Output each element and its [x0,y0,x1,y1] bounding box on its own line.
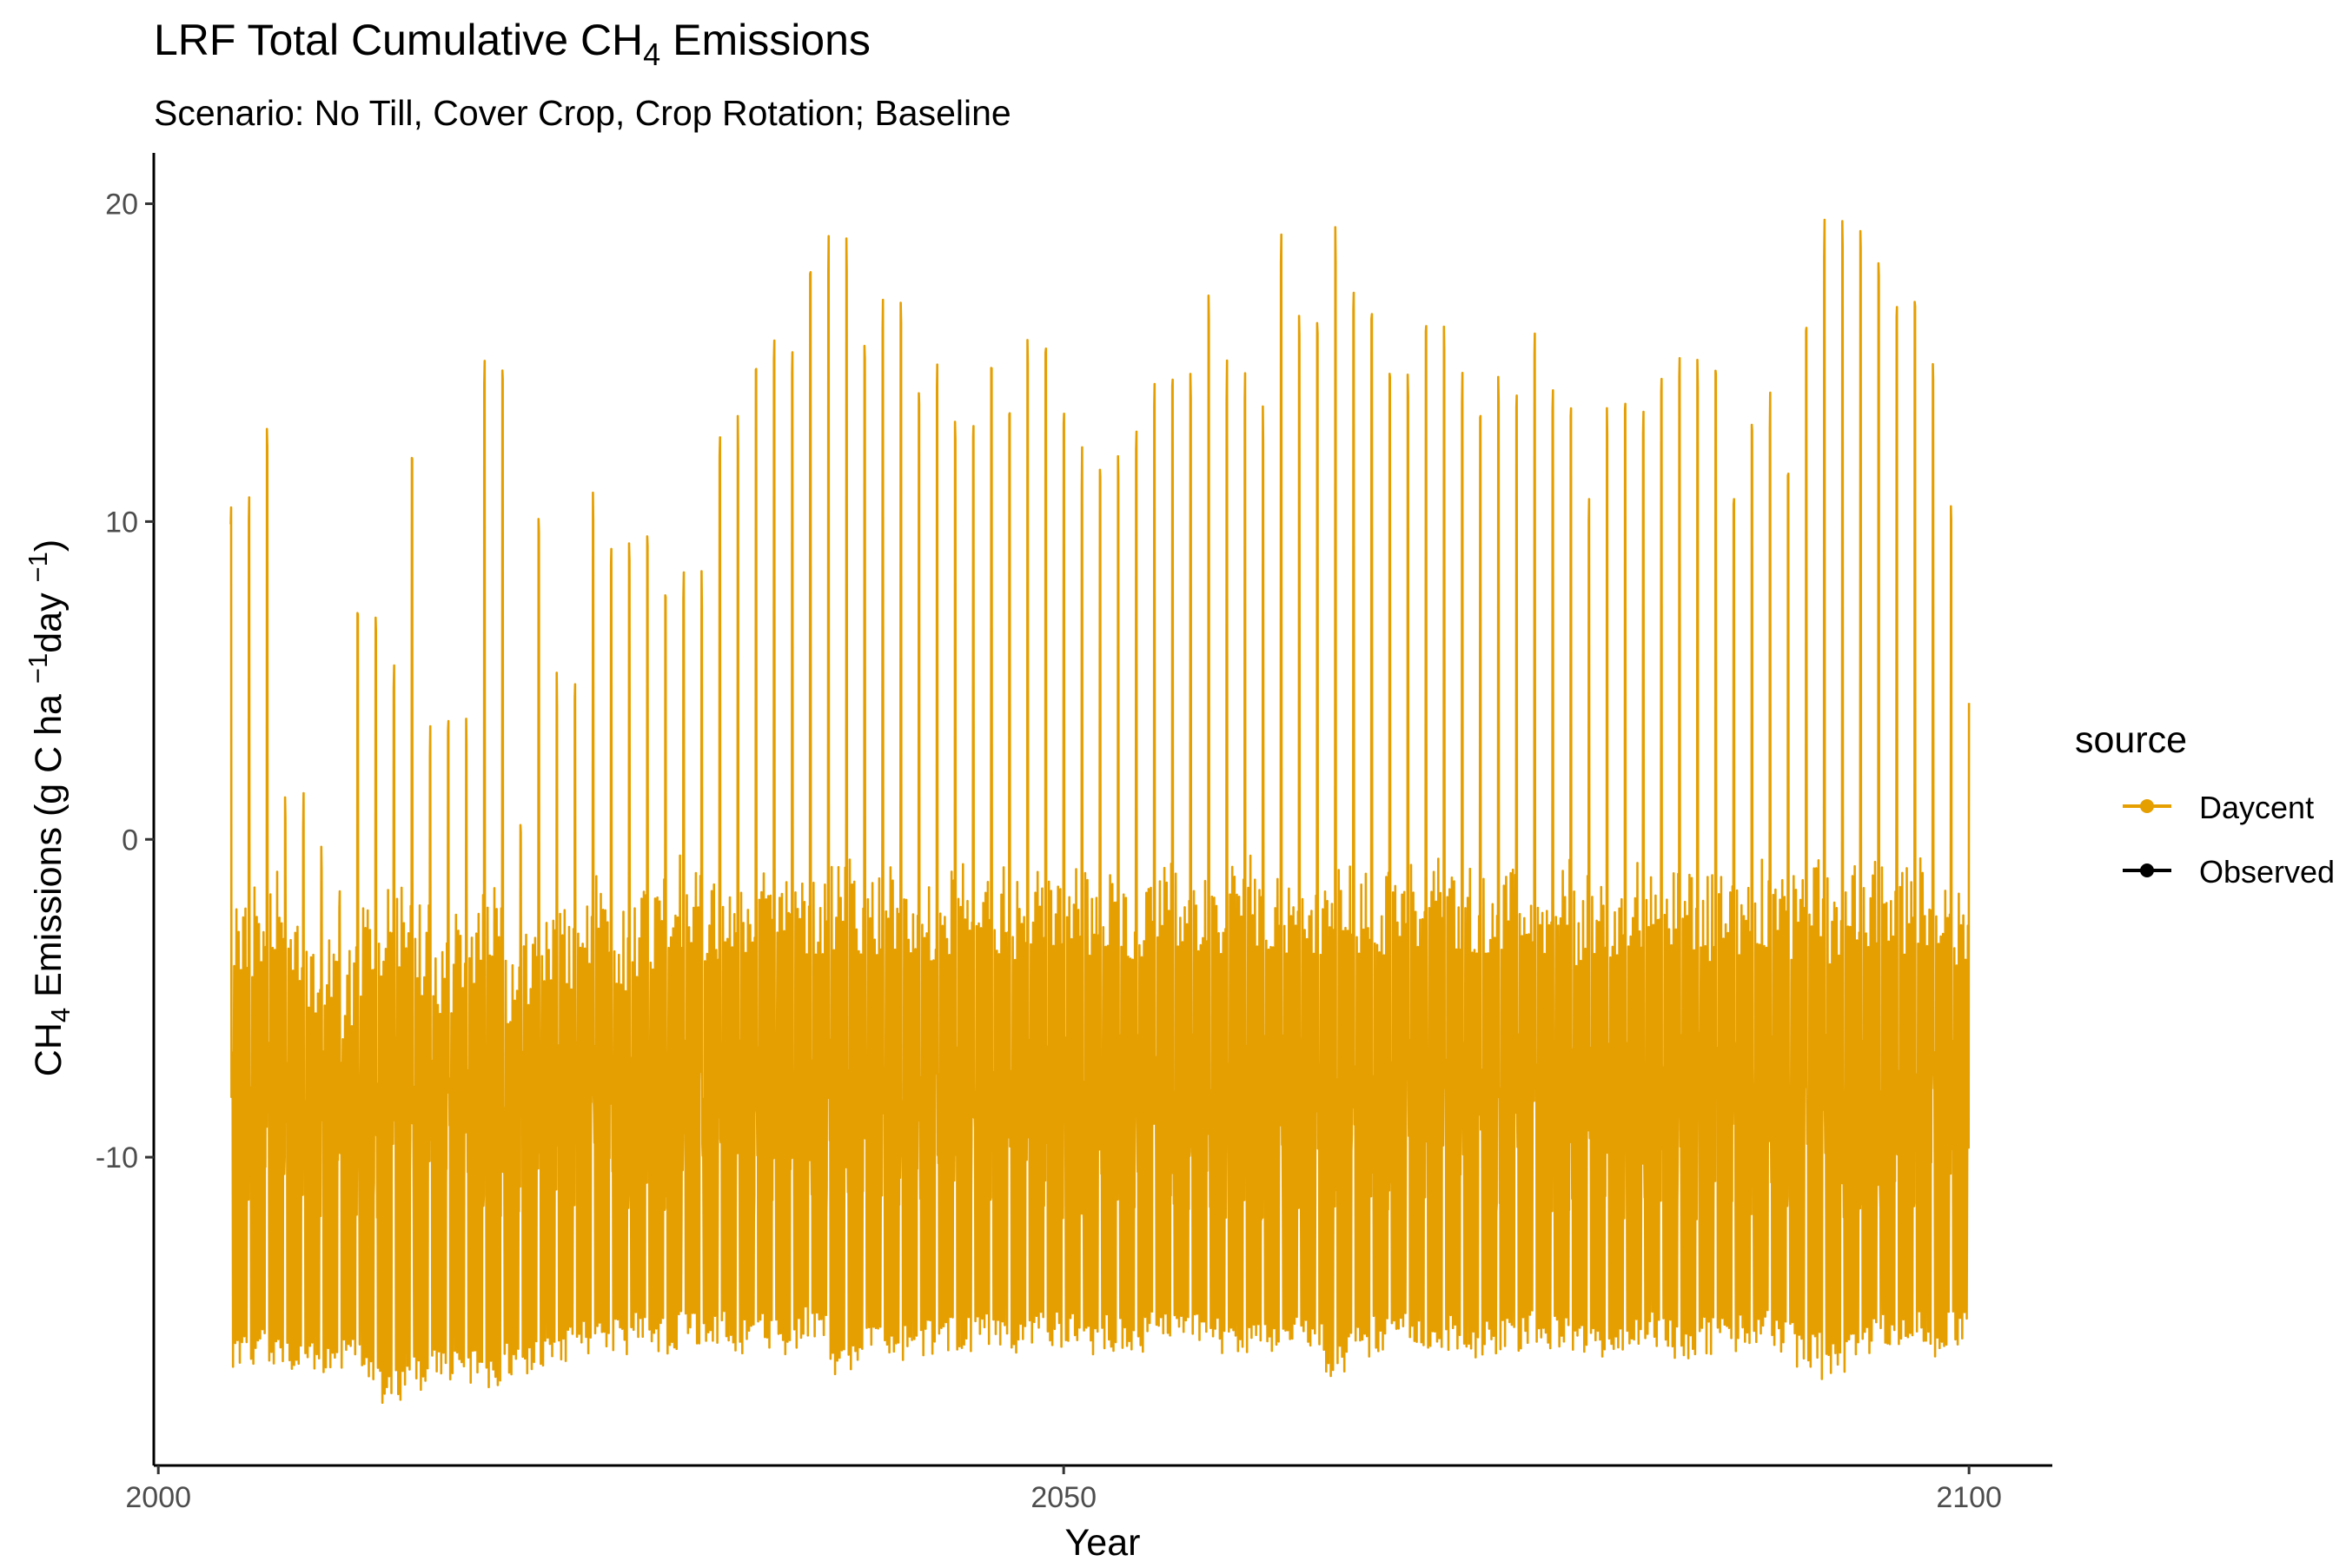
y-axis-ticks: -10 0 10 20 [96,189,154,1174]
legend-label-observed: Observed [2199,854,2335,890]
y-tick-label: 10 [105,506,138,539]
y-tick-label: 0 [122,824,138,857]
x-axis-ticks: 2000 2050 2100 [125,1465,2002,1514]
legend-label-daycent: Daycent [2199,790,2314,825]
chart-subtitle: Scenario: No Till, Cover Crop, Crop Rota… [154,93,1011,133]
series-line-daycent [229,218,1971,1404]
x-tick-label: 2100 [1936,1481,2002,1514]
x-axis-label: Year [1065,1522,1141,1564]
x-tick-label: 2000 [125,1481,191,1514]
x-tick-label: 2050 [1031,1481,1097,1514]
plot-area [229,218,1971,1404]
legend-key-daycent-point [2140,799,2154,813]
legend-key-observed-point [2140,863,2154,877]
y-axis-label: CH4 Emissions (g C ha −1day −1) [23,539,76,1076]
y-tick-label: -10 [96,1141,138,1174]
legend: source Daycent Observed [2075,719,2335,890]
chart-title: LRF Total Cumulative CH4 Emissions [154,16,871,72]
legend-title: source [2075,719,2187,761]
y-tick-label: 20 [105,189,138,222]
